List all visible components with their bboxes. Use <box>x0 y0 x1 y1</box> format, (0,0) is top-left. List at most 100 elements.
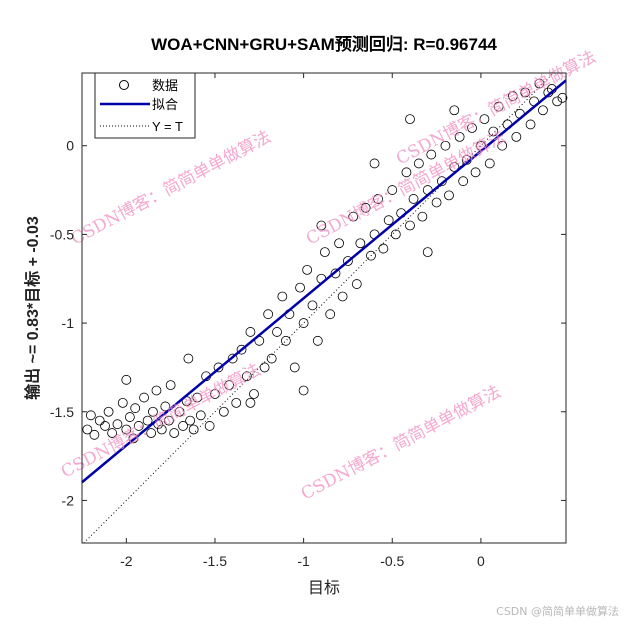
data-point <box>289 362 300 373</box>
data-point <box>343 256 353 266</box>
data-point <box>213 362 224 373</box>
legend: 数据 拟合 Y = T <box>94 72 196 139</box>
data-point <box>316 220 327 231</box>
data-point <box>417 211 428 222</box>
data-point <box>479 114 490 125</box>
data-point <box>431 197 442 208</box>
y-tick-label: -1.5 <box>50 404 74 420</box>
data-point <box>169 428 180 438</box>
data-point <box>245 327 256 337</box>
data-point <box>128 433 139 444</box>
data-point <box>82 424 93 435</box>
watermark-text: CSDN博客：简简单单做算法 <box>58 360 264 482</box>
data-point <box>467 123 477 133</box>
data-point <box>497 140 508 151</box>
data-point <box>458 176 469 187</box>
data-point <box>337 291 348 302</box>
data-point <box>557 92 568 103</box>
data-point <box>444 190 454 201</box>
watermark-text: CSDN博客：简简单单做算法 <box>68 127 274 249</box>
data-point <box>160 401 171 412</box>
data-point <box>94 415 105 426</box>
data-point <box>165 380 176 391</box>
data-point <box>124 412 135 422</box>
data-point <box>227 353 238 364</box>
data-point <box>156 424 167 435</box>
data-point <box>422 247 433 258</box>
data-point <box>405 220 415 231</box>
data-point <box>188 424 199 435</box>
x-tick-label: -1.5 <box>203 553 227 569</box>
chart-title: WOA+CNN+GRU+SAM预测回归: R=0.96744 <box>151 34 497 54</box>
data-point <box>195 410 206 421</box>
data-point <box>259 362 270 373</box>
data-point <box>245 397 256 408</box>
data-point <box>383 215 394 226</box>
data-point <box>366 250 376 261</box>
y-tick-label: 0 <box>66 138 74 154</box>
x-tick-label: 0 <box>477 553 485 569</box>
data-point <box>378 243 389 254</box>
data-point <box>426 149 437 160</box>
y-tick-label: -0.5 <box>50 226 74 242</box>
data-point <box>183 353 194 364</box>
fit-line <box>81 79 567 484</box>
data-point <box>488 126 499 137</box>
data-point <box>148 406 158 417</box>
data-point <box>355 238 366 249</box>
legend-label-fit: 拟合 <box>152 97 178 112</box>
data-point <box>552 96 563 107</box>
data-point <box>520 87 531 98</box>
data-point <box>192 392 203 403</box>
data-point <box>413 158 424 169</box>
data-point <box>142 415 153 426</box>
legend-marker-data <box>119 80 129 90</box>
data-point <box>130 403 141 414</box>
data-point <box>112 419 123 430</box>
y-tick-label: -2 <box>62 492 75 508</box>
data-point <box>89 429 100 440</box>
data-point <box>369 158 380 169</box>
data-point <box>302 264 313 275</box>
data-point <box>390 229 401 240</box>
y-axis-label: 输出 ~= 0.83*目标 + -0.03 <box>23 216 42 400</box>
legend-label-data: 数据 <box>152 78 178 93</box>
data-point <box>484 158 495 169</box>
data-point <box>319 247 330 258</box>
data-point <box>174 406 185 417</box>
data-point <box>538 105 548 116</box>
plot-frame <box>81 72 567 544</box>
data-point <box>334 238 344 249</box>
data-point <box>525 119 536 130</box>
y-tick-label: -1 <box>62 315 75 331</box>
data-point <box>454 131 465 142</box>
data-point <box>236 344 247 355</box>
data-point <box>100 421 110 431</box>
data-point <box>266 353 277 364</box>
data-point <box>373 194 383 204</box>
data-point <box>139 392 149 403</box>
data-point <box>210 389 220 399</box>
data-point <box>298 385 309 396</box>
data-point <box>440 140 451 151</box>
data-point <box>312 335 323 346</box>
data-point <box>185 415 196 426</box>
data-point <box>218 406 229 417</box>
data-point <box>280 335 291 346</box>
x-tick-label: -0.5 <box>380 553 404 569</box>
x-tick-label: -2 <box>120 553 133 569</box>
data-point <box>121 424 132 435</box>
data-point <box>224 380 235 391</box>
identity-line <box>83 72 554 544</box>
data-point <box>401 167 412 178</box>
data-point <box>387 185 398 195</box>
data-point <box>307 300 318 311</box>
data-point <box>534 78 545 89</box>
data-point <box>249 389 259 399</box>
data-point <box>493 101 504 112</box>
data-point <box>348 211 359 222</box>
data-point <box>231 397 242 408</box>
data-point <box>470 167 481 178</box>
data-point <box>151 385 162 396</box>
data-point <box>325 309 336 320</box>
